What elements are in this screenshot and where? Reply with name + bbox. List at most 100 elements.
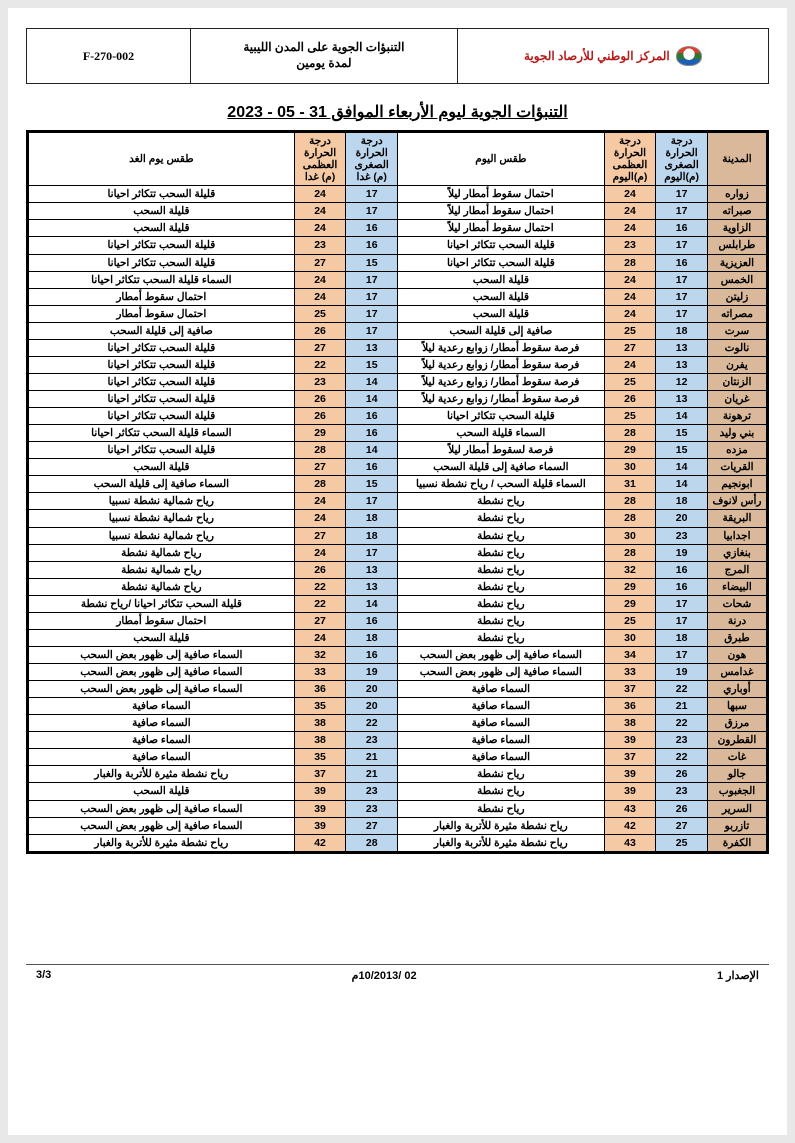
- table-row: الكفرة2543رياح نشطة مثيرة للأتربة والغبا…: [29, 834, 767, 851]
- cell-weather-tomorrow: السماء صافية إلى قليلة السحب: [29, 476, 295, 493]
- cell-weather-today: السماء قليلة السحب / رياح نشطة نسبيا: [398, 476, 605, 493]
- form-title-line1: التنبؤات الجوية على المدن الليبية: [243, 40, 404, 54]
- cell-max-tomorrow: 24: [294, 629, 346, 646]
- cell-weather-tomorrow: احتمال سقوط أمطار: [29, 305, 295, 322]
- cell-max-today: 25: [604, 612, 656, 629]
- cell-city: الجغبوب: [707, 783, 766, 800]
- table-row: الجغبوب2339رياح نشطة2339قليلة السحب: [29, 783, 767, 800]
- cell-min-today: 25: [656, 834, 708, 851]
- cell-weather-today: احتمال سقوط أمطار ليلاً: [398, 203, 605, 220]
- cell-max-tomorrow: 32: [294, 646, 346, 663]
- cell-max-today: 26: [604, 391, 656, 408]
- table-row: المرج1632رياح نشطة1326رياح شمالية نشطة: [29, 561, 767, 578]
- form-title-line2: لمدة يومين: [296, 56, 351, 70]
- cell-max-today: 23: [604, 237, 656, 254]
- cell-weather-tomorrow: قليلة السحب تتكاثر احيانا: [29, 391, 295, 408]
- cell-weather-tomorrow: رياح شمالية نشطة نسبيا: [29, 510, 295, 527]
- cell-weather-today: رياح نشطة مثيرة للأتربة والغبار: [398, 817, 605, 834]
- table-row: غدامس1933السماء صافية إلى ظهور بعض السحب…: [29, 664, 767, 681]
- table-row: مرزق2238السماء صافية2238السماء صافية: [29, 715, 767, 732]
- cell-city: بنغازي: [707, 544, 766, 561]
- cell-max-tomorrow: 27: [294, 254, 346, 271]
- cell-max-tomorrow: 24: [294, 544, 346, 561]
- cell-weather-tomorrow: قليلة السحب: [29, 459, 295, 476]
- cell-weather-today: السماء صافية: [398, 732, 605, 749]
- cell-min-tomorrow: 13: [346, 578, 398, 595]
- cell-min-today: 21: [656, 698, 708, 715]
- cell-city: غدامس: [707, 664, 766, 681]
- table-row: طبرق1830رياح نشطة1824قليلة السحب: [29, 629, 767, 646]
- table-row: تازربو2742رياح نشطة مثيرة للأتربة والغبا…: [29, 817, 767, 834]
- cell-max-tomorrow: 39: [294, 800, 346, 817]
- cell-city: البريقة: [707, 510, 766, 527]
- cell-min-tomorrow: 14: [346, 373, 398, 390]
- cell-max-today: 24: [604, 305, 656, 322]
- cell-weather-today: السماء صافية إلى ظهور بعض السحب: [398, 646, 605, 663]
- table-row: اجدابيا2330رياح نشطة1827رياح شمالية نشطة…: [29, 527, 767, 544]
- table-row: القطرون2339السماء صافية2338السماء صافية: [29, 732, 767, 749]
- cell-min-tomorrow: 17: [346, 288, 398, 305]
- cell-city: طرابلس: [707, 237, 766, 254]
- cell-weather-today: السماء صافية: [398, 681, 605, 698]
- cell-min-tomorrow: 13: [346, 339, 398, 356]
- cell-city: رأس لانوف: [707, 493, 766, 510]
- table-header-row: المدينة درجة الحرارة الصغرى (م)اليوم درج…: [29, 133, 767, 186]
- cell-weather-today: قليلة السحب تتكاثر احيانا: [398, 254, 605, 271]
- cell-max-today: 25: [604, 322, 656, 339]
- cell-max-today: 24: [604, 186, 656, 203]
- cell-min-today: 20: [656, 510, 708, 527]
- cell-weather-today: رياح نشطة: [398, 578, 605, 595]
- cell-max-tomorrow: 24: [294, 186, 346, 203]
- cell-weather-tomorrow: السماء صافية: [29, 698, 295, 715]
- cell-max-tomorrow: 24: [294, 203, 346, 220]
- table-row: مصراته1724قليلة السحب1725احتمال سقوط أمط…: [29, 305, 767, 322]
- cell-min-today: 13: [656, 339, 708, 356]
- cell-weather-today: قليلة السحب: [398, 305, 605, 322]
- cell-weather-tomorrow: رياح نشطة مثيرة للأتربة والغبار: [29, 766, 295, 783]
- cell-weather-tomorrow: السماء صافية إلى ظهور بعض السحب: [29, 817, 295, 834]
- cell-weather-tomorrow: قليلة السحب تتكاثر احيانا: [29, 373, 295, 390]
- cell-weather-today: قليلة السحب: [398, 288, 605, 305]
- cell-max-today: 37: [604, 681, 656, 698]
- cell-max-tomorrow: 22: [294, 595, 346, 612]
- table-row: هون1734السماء صافية إلى ظهور بعض السحب16…: [29, 646, 767, 663]
- cell-min-today: 17: [656, 186, 708, 203]
- cell-min-today: 16: [656, 254, 708, 271]
- cell-weather-tomorrow: قليلة السحب تتكاثر احيانا: [29, 339, 295, 356]
- cell-max-today: 31: [604, 476, 656, 493]
- cell-min-today: 26: [656, 800, 708, 817]
- cell-weather-today: رياح نشطة: [398, 493, 605, 510]
- table-row: طرابلس1723قليلة السحب تتكاثر احيانا1623ق…: [29, 237, 767, 254]
- cell-min-tomorrow: 17: [346, 203, 398, 220]
- cell-max-today: 24: [604, 203, 656, 220]
- cell-weather-today: قليلة السحب تتكاثر احيانا: [398, 408, 605, 425]
- cell-weather-today: رياح نشطة: [398, 629, 605, 646]
- cell-min-today: 23: [656, 783, 708, 800]
- cell-weather-today: فرصة سقوط أمطار/ زوابع رعدية ليلاً: [398, 339, 605, 356]
- cell-min-tomorrow: 15: [346, 476, 398, 493]
- cell-max-today: 24: [604, 356, 656, 373]
- cell-max-tomorrow: 24: [294, 493, 346, 510]
- cell-min-tomorrow: 16: [346, 646, 398, 663]
- cell-weather-today: رياح نشطة: [398, 544, 605, 561]
- cell-min-tomorrow: 17: [346, 305, 398, 322]
- cell-min-tomorrow: 18: [346, 629, 398, 646]
- cell-city: مصراته: [707, 305, 766, 322]
- cell-max-tomorrow: 27: [294, 459, 346, 476]
- cell-max-tomorrow: 28: [294, 476, 346, 493]
- cell-max-today: 28: [604, 493, 656, 510]
- cell-min-today: 22: [656, 749, 708, 766]
- cell-max-today: 34: [604, 646, 656, 663]
- cell-city: ترهونة: [707, 408, 766, 425]
- table-row: ترهونة1425قليلة السحب تتكاثر احيانا1626ق…: [29, 408, 767, 425]
- cell-max-today: 25: [604, 373, 656, 390]
- cell-max-tomorrow: 24: [294, 510, 346, 527]
- cell-max-today: 24: [604, 288, 656, 305]
- cell-max-today: 39: [604, 783, 656, 800]
- cell-min-today: 23: [656, 732, 708, 749]
- cell-max-today: 27: [604, 339, 656, 356]
- cell-weather-today: رياح نشطة: [398, 595, 605, 612]
- cell-weather-tomorrow: قليلة السحب تتكاثر احيانا /رياح نشطة: [29, 595, 295, 612]
- cell-min-tomorrow: 18: [346, 527, 398, 544]
- cell-weather-tomorrow: السماء قليلة السحب تتكاثر احيانا: [29, 271, 295, 288]
